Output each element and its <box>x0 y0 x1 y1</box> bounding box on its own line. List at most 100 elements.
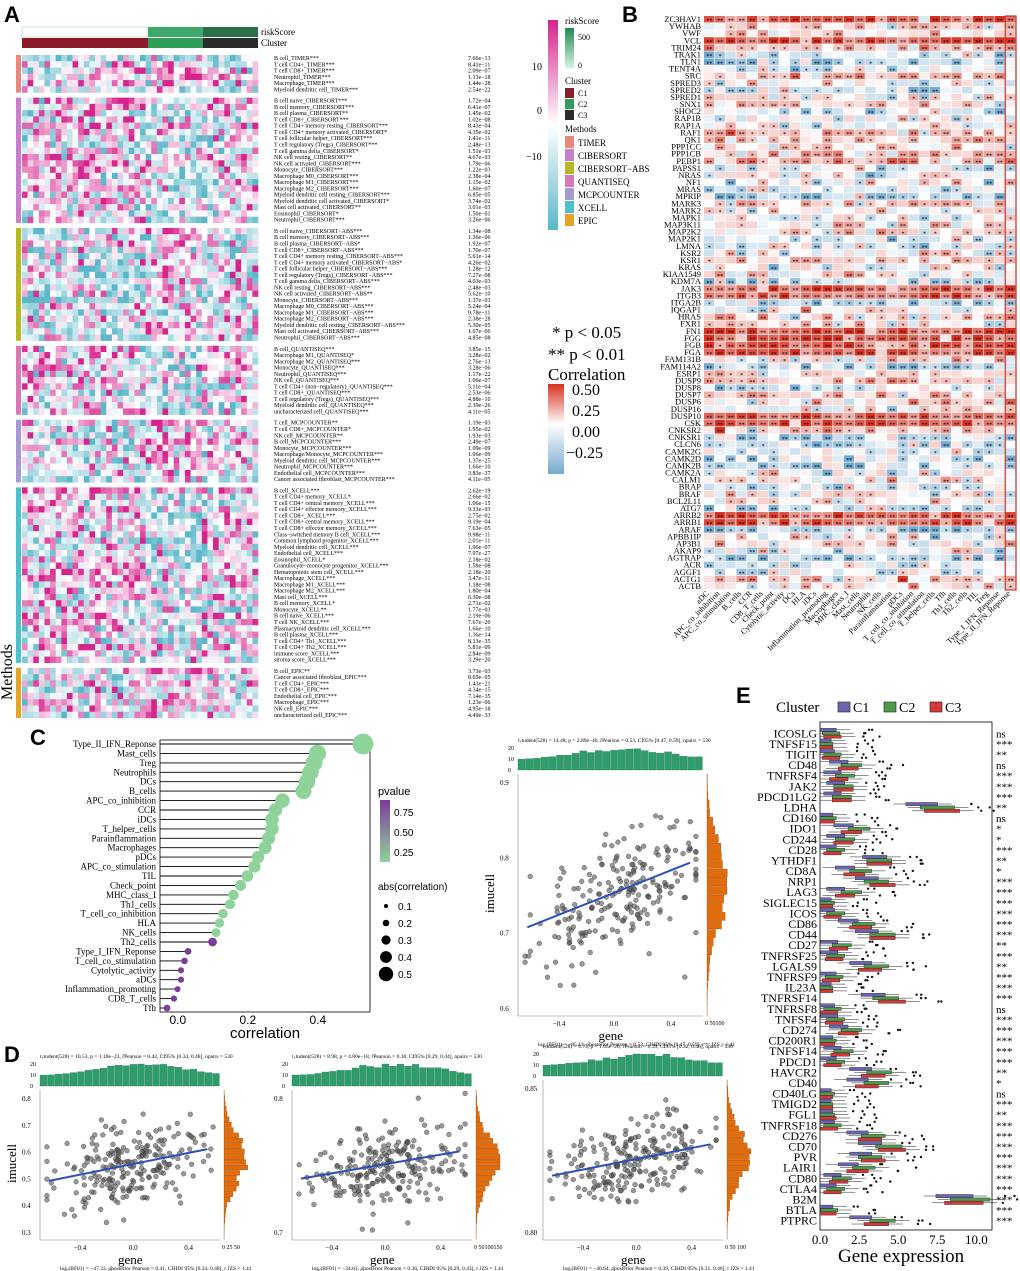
heatmap-row-label: NK cell_QUANTISEQ*** <box>274 378 339 384</box>
heatmap-cell <box>235 692 242 700</box>
heatmap-cell <box>44 103 51 111</box>
heatmap-cell <box>117 705 124 712</box>
heatmap-row-pvalue: 3.01e−03 <box>468 205 491 211</box>
heatmap-cell <box>61 512 68 519</box>
heatmap-cell <box>168 364 175 372</box>
heatmap-row-label: Mast cell activated_CIBERSORT−ABS*** <box>274 329 379 335</box>
corr-cell <box>940 65 951 73</box>
corr-cell <box>790 37 801 44</box>
heatmap-cell <box>168 463 175 471</box>
heatmap-cell <box>213 625 219 632</box>
heatmap-row <box>22 705 259 712</box>
corr-star: ** <box>900 47 906 53</box>
heatmap-cell <box>83 438 90 445</box>
heatmap-cell <box>44 370 51 378</box>
heatmap-cell <box>190 328 197 335</box>
heatmap-cell <box>134 444 141 452</box>
heatmap-cell <box>229 246 236 254</box>
heatmap-cell <box>173 705 180 712</box>
heatmap-cell <box>207 73 214 81</box>
heatmap-cell <box>38 172 45 180</box>
heatmap-cell <box>213 487 219 494</box>
corr-cell <box>951 37 962 44</box>
heatmap-cell <box>72 711 79 719</box>
heatmap-cell <box>213 204 219 211</box>
heatmap-cell <box>162 674 169 681</box>
heatmap-cell <box>162 377 169 384</box>
heatmap-cell <box>50 692 57 700</box>
heatmap-cell <box>224 543 231 551</box>
corr-cell <box>843 37 855 44</box>
heatmap-cell <box>72 476 79 483</box>
heatmap-cell <box>72 419 79 427</box>
heatmap-cell <box>173 711 180 719</box>
heatmap-cell <box>117 185 124 192</box>
heatmap-cell <box>117 246 124 254</box>
heatmap-cell <box>207 364 214 372</box>
heatmap-cell <box>145 128 152 136</box>
heatmap-cell <box>95 493 101 501</box>
heatmap-cell <box>224 463 231 471</box>
heatmap-cell <box>123 512 130 519</box>
corr-cell <box>757 37 768 44</box>
heatmap-cell <box>179 172 186 180</box>
heatmap-cell <box>61 210 68 217</box>
heatmap-cell <box>201 55 208 62</box>
heatmap-cell <box>55 419 62 427</box>
heatmap-cell <box>89 543 96 551</box>
heatmap-cell <box>117 618 124 626</box>
heatmap-cell <box>140 271 146 279</box>
heatmap-cell <box>100 116 107 123</box>
heatmap-cell <box>201 389 208 397</box>
heatmap-cell <box>140 395 146 403</box>
heatmap-cell <box>22 358 28 365</box>
heatmap-cell <box>184 425 191 433</box>
heatmap-cell <box>190 86 197 93</box>
heatmap-cell <box>100 469 107 477</box>
heatmap-cell <box>168 499 175 507</box>
heatmap-cell <box>229 364 236 372</box>
heatmap-cell <box>224 154 231 161</box>
heatmap-cell <box>151 680 158 687</box>
heatmap-cell <box>190 154 197 161</box>
heatmap-cell <box>128 246 135 254</box>
heatmap-cell <box>22 506 28 513</box>
heatmap-cell <box>241 352 248 359</box>
heatmap-cell <box>66 562 73 570</box>
corr-cell <box>940 37 951 44</box>
heatmap-cell <box>100 345 107 353</box>
heatmap-cell <box>140 383 146 390</box>
heatmap-cell <box>123 680 130 687</box>
corr-cell <box>919 58 930 66</box>
heatmap-cell <box>72 97 79 105</box>
heatmap-cell <box>224 116 231 123</box>
heatmap-cell <box>252 631 259 638</box>
heatmap-cell <box>173 166 180 174</box>
heatmap-cell <box>72 290 79 298</box>
heatmap-cell <box>78 587 85 595</box>
heatmap-cell <box>184 358 191 365</box>
heatmap-cell <box>213 185 219 192</box>
heatmap-cell <box>22 550 28 557</box>
heatmap-cell <box>179 444 186 452</box>
heatmap-cell <box>95 438 101 445</box>
heatmap-cell <box>156 290 163 298</box>
heatmap-cell <box>168 328 175 335</box>
heatmap-cell <box>33 389 40 397</box>
heatmap-cell <box>184 531 191 538</box>
heatmap-cell <box>61 116 68 123</box>
heatmap-cell <box>207 110 214 117</box>
heatmap-cell <box>123 210 130 217</box>
heatmap-cell <box>72 444 79 452</box>
heatmap-cell <box>33 253 40 260</box>
heatmap-cell <box>38 210 45 217</box>
heatmap-cell <box>95 692 101 700</box>
heatmap-row <box>22 246 259 254</box>
heatmap-cell <box>55 67 62 74</box>
heatmap-cell <box>128 55 135 62</box>
heatmap-cell <box>83 699 90 706</box>
heatmap-cell <box>218 179 225 186</box>
heatmap-row-pvalue: 1.43e−21 <box>468 681 491 687</box>
heatmap-cell <box>123 128 130 136</box>
heatmap-cell <box>196 86 203 93</box>
